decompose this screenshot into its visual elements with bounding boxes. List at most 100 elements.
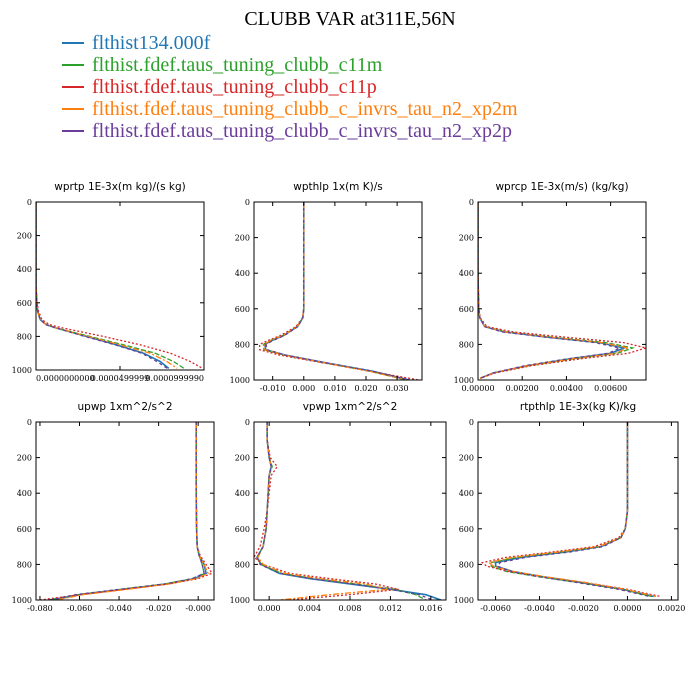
- plot-frame: [35, 201, 205, 371]
- plot-frame: [35, 421, 215, 601]
- series-line: [487, 422, 657, 598]
- subplot-title: vpwp 1xm^2/s^2: [303, 401, 398, 413]
- series-line: [258, 202, 420, 380]
- y-tick-label: 800: [235, 560, 250, 569]
- x-tick-label: 0.00600: [594, 384, 627, 393]
- x-tick-label: 0.004: [298, 604, 321, 613]
- x-tick-label: -0.000: [185, 604, 211, 613]
- series-line: [47, 422, 205, 600]
- series-line: [256, 422, 434, 600]
- y-tick-label: 0: [469, 198, 474, 207]
- x-tick-label: 0.012: [379, 604, 402, 613]
- y-tick-label: 0: [245, 418, 250, 427]
- series-line: [55, 422, 209, 600]
- x-tick-label: 0.008: [339, 604, 362, 613]
- legend-label: flthist.fdef.taus_tuning_clubb_c11p: [92, 76, 377, 98]
- series-line: [263, 202, 407, 380]
- y-tick-label: 200: [459, 454, 474, 463]
- series-line: [264, 202, 410, 380]
- series-line: [36, 202, 178, 369]
- x-tick-label: -0.0060: [480, 604, 511, 613]
- legend-item: flthist.fdef.taus_tuning_clubb_c_invrs_t…: [62, 120, 518, 142]
- x-tick-label: 0.0020: [657, 604, 685, 613]
- x-tick-label: -0.040: [106, 604, 132, 613]
- subplot-1: wprtp 1E-3x(m kg)/(s kg) 0 200 400 600 800 100…: [12, 181, 205, 383]
- y-tick-label: 600: [459, 305, 474, 314]
- subplot-title: wprcp 1E-3x(m/s) (kg/kg): [495, 181, 628, 193]
- x-tick-label: -0.020: [146, 604, 172, 613]
- x-tick-label: 0.030: [386, 384, 409, 393]
- y-tick-label: 800: [459, 340, 474, 349]
- x-tick-label: -0.080: [27, 604, 53, 613]
- x-tick-label: 0.020: [355, 384, 378, 393]
- x-tick-label: 0.00200: [506, 384, 539, 393]
- series-line: [51, 422, 208, 600]
- y-tick-label: 400: [235, 269, 250, 278]
- y-tick-label: 0: [27, 418, 32, 427]
- subplot-title: rtpthlp 1E-3x(kg K)/kg: [520, 401, 636, 413]
- y-tick-label: 200: [17, 454, 32, 463]
- legend-label: flthist134.000f: [92, 32, 211, 54]
- y-tick-label: 800: [17, 560, 32, 569]
- legend-swatch: [62, 42, 84, 44]
- plot-frame: [477, 421, 679, 601]
- x-tick-label: 0.0000499999: [91, 374, 150, 383]
- y-tick-label: 1000: [230, 596, 250, 605]
- y-tick-label: 400: [459, 489, 474, 498]
- y-tick-label: 1000: [454, 596, 474, 605]
- y-tick-label: 1000: [454, 376, 474, 385]
- series-line: [478, 202, 636, 379]
- y-tick-label: 200: [17, 232, 32, 241]
- series-line: [257, 422, 389, 600]
- y-tick-label: 600: [235, 525, 250, 534]
- y-tick-label: 1000: [12, 596, 32, 605]
- y-tick-label: 600: [235, 305, 250, 314]
- y-tick-label: 800: [235, 340, 250, 349]
- legend-swatch: [62, 108, 84, 110]
- y-tick-label: 200: [235, 454, 250, 463]
- y-tick-label: 600: [17, 299, 32, 308]
- y-tick-label: 0: [245, 198, 250, 207]
- series-line: [494, 422, 655, 598]
- y-tick-label: 0: [27, 198, 32, 207]
- x-tick-label: 0.00000: [461, 384, 494, 393]
- series-line: [478, 202, 627, 379]
- subplot-2: wpthlp 1x(m K)/s 0 200 400 600 800 1000 -0.010 0…: [230, 181, 423, 393]
- subplot-4: upwp 1xm^2/s^2 0 200 400 600 800 1000-0.080 -0.…: [12, 401, 215, 613]
- series-line: [478, 202, 631, 379]
- y-tick-label: 600: [459, 525, 474, 534]
- subplot-6: rtpthlp 1E-3x(kg K)/kg02004006008001000-…: [454, 401, 686, 613]
- x-tick-label: 0.000: [292, 384, 315, 393]
- subplot-3: wprcp 1E-3x(m/s) (kg/kg) 0 200 400 600 800 100…: [454, 181, 647, 393]
- legend: flthist134.000f flthist.fdef.taus_tuning…: [62, 32, 518, 142]
- series-line: [478, 202, 622, 379]
- x-tick-label: -0.010: [260, 384, 286, 393]
- x-tick-label: 0.000: [258, 604, 281, 613]
- legend-item: flthist.fdef.taus_tuning_clubb_c11p: [62, 76, 518, 98]
- series-line: [265, 202, 410, 380]
- series-line: [496, 422, 650, 598]
- page-title: CLUBB VAR at311E,56N: [244, 8, 456, 30]
- legend-item: flthist.fdef.taus_tuning_clubb_c_invrs_t…: [62, 98, 518, 120]
- y-tick-label: 0: [469, 418, 474, 427]
- y-tick-label: 400: [17, 489, 32, 498]
- series-line: [36, 202, 168, 369]
- y-tick-label: 600: [17, 525, 32, 534]
- y-tick-label: 800: [17, 332, 32, 341]
- x-tick-label: 0.016: [419, 604, 442, 613]
- legend-swatch: [62, 86, 84, 88]
- plot-frame: [253, 201, 423, 381]
- legend-label: flthist.fdef.taus_tuning_clubb_c_invrs_t…: [92, 120, 512, 142]
- x-tick-label: -0.0020: [568, 604, 599, 613]
- y-tick-label: 400: [459, 269, 474, 278]
- plot-frame: [477, 201, 647, 381]
- x-tick-label: 0.010: [323, 384, 346, 393]
- series-line: [36, 202, 203, 369]
- series-line: [49, 422, 205, 600]
- x-tick-label: 0.00400: [550, 384, 583, 393]
- y-tick-label: 200: [235, 234, 250, 243]
- y-tick-label: 800: [459, 560, 474, 569]
- x-tick-label: 0.0000000000: [36, 374, 95, 383]
- legend-item: flthist134.000f: [62, 32, 518, 54]
- series-line: [36, 202, 170, 369]
